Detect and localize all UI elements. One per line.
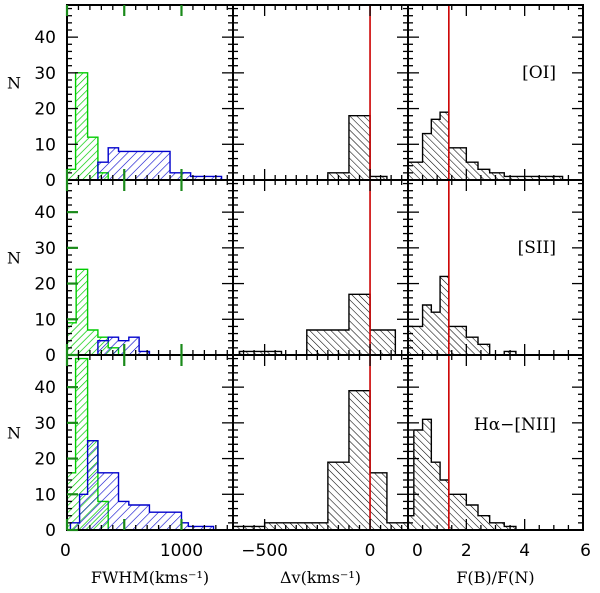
y-axis-label-r1: N <box>7 74 21 93</box>
ticks-layer <box>65 5 584 532</box>
xtick-label-c1: 0 <box>60 541 71 561</box>
row1-ratio-hist <box>407 111 578 181</box>
panel-label-r1: [OI] <box>522 63 556 83</box>
row2-dv-hist <box>238 293 397 356</box>
row3-dv-hist-outline <box>232 390 409 531</box>
ytick-label-r2: 30 <box>34 239 56 259</box>
row1-ratio-hist-outline <box>407 111 578 181</box>
panel-frame-r1-c2 <box>232 4 409 181</box>
ytick-label-r3: 30 <box>34 414 56 434</box>
ytick-label-r3: 10 <box>34 485 56 505</box>
marker-lines-layer <box>369 5 450 530</box>
ytick-label-r2: 20 <box>34 275 56 295</box>
row1-dv-hist-outline <box>327 115 388 181</box>
xtick-label-c3: 0 <box>412 541 423 561</box>
ytick-label-r1: 30 <box>34 64 56 84</box>
ytick-label-r1: 0 <box>45 171 56 191</box>
xtick-label-c3: 2 <box>461 541 472 561</box>
xtick-label-c3: 4 <box>519 541 530 561</box>
row1-fwhm-broad-hist-outline <box>97 147 223 181</box>
row3-dv-hist <box>232 390 409 531</box>
bars-layer <box>66 72 578 531</box>
row2-dv-hist-outline <box>238 293 397 356</box>
y-axis-label-r3: N <box>7 424 21 443</box>
row3-fwhm-broad-hist <box>69 440 215 531</box>
panel-frame-r2-c2 <box>232 179 409 356</box>
y-axis-label-r2: N <box>7 249 21 268</box>
ytick-label-r3: 20 <box>34 450 56 470</box>
ytick-label-r3: 40 <box>34 378 56 398</box>
ytick-label-r2: 0 <box>45 346 56 366</box>
x-axis-label-c1: FWHM(kms⁻¹) <box>91 568 209 587</box>
ytick-label-r1: 20 <box>34 100 56 120</box>
row3-ratio-hist-outline <box>407 418 517 531</box>
panel-frames-layer <box>66 4 584 531</box>
row1-dv-hist <box>327 115 388 181</box>
xtick-label-c3: 6 <box>580 541 591 561</box>
x-axis-label-c2: Δv(kms⁻¹) <box>280 568 361 587</box>
row2-ratio-hist <box>407 275 517 356</box>
panel-label-r2: [SII] <box>518 238 556 258</box>
x-axis-label-c3: F(B)/F(N) <box>456 568 534 587</box>
row1-fwhm-broad-hist <box>97 147 223 181</box>
row3-fwhm-broad-hist-outline <box>69 440 215 531</box>
ytick-label-r3: 0 <box>45 521 56 541</box>
panel-frame-r2-c1 <box>66 179 234 356</box>
row2-ratio-hist-outline <box>407 275 517 356</box>
ytick-label-r2: 40 <box>34 203 56 223</box>
xtick-label-c2: −500 <box>241 541 288 561</box>
xtick-label-c2: 0 <box>365 541 376 561</box>
xtick-label-c1: 1000 <box>160 541 203 561</box>
row3-ratio-hist <box>407 418 517 531</box>
ytick-label-r1: 10 <box>34 135 56 155</box>
ytick-label-r1: 40 <box>34 28 56 48</box>
panel-label-r3: Hα−[NII] <box>474 415 556 435</box>
ytick-label-r2: 10 <box>34 310 56 330</box>
